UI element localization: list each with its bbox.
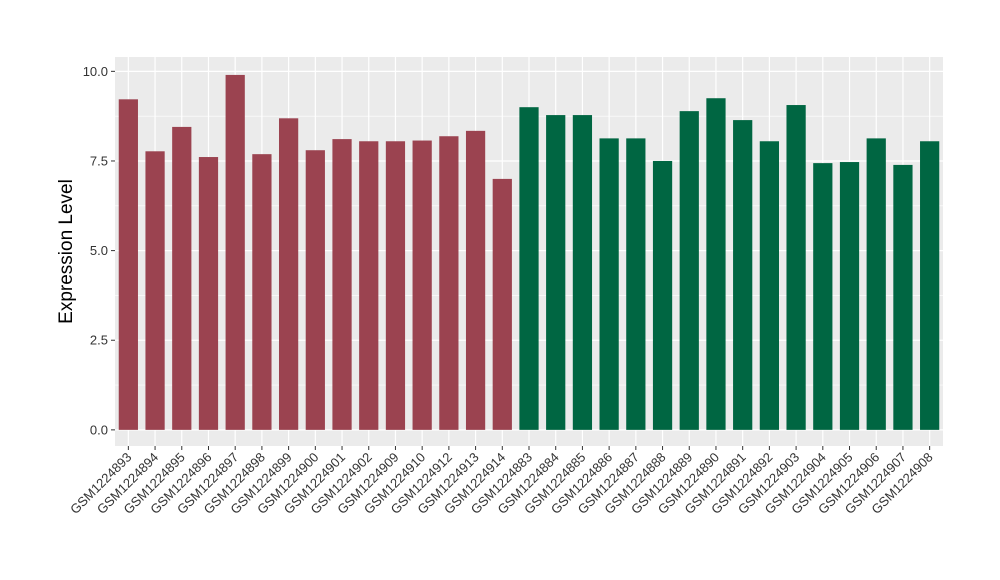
bar-GSM1224890	[706, 98, 726, 430]
bar-GSM1224914	[492, 178, 512, 430]
bar-GSM1224895	[172, 126, 192, 430]
bar-GSM1224904	[813, 163, 833, 430]
bar-GSM1224905	[839, 162, 860, 430]
y-axis-title: Expression Level	[56, 179, 77, 324]
bar-GSM1224901	[332, 139, 352, 430]
bar-GSM1224892	[759, 141, 780, 430]
bar-GSM1224908	[920, 141, 940, 430]
bar-GSM1224886	[599, 138, 619, 430]
bar-GSM1224896	[198, 157, 219, 430]
x-axis: GSM1224893GSM1224894GSM1224895GSM1224896…	[67, 446, 936, 517]
bar-GSM1224894	[145, 151, 165, 430]
y-tick-label: 0.0	[90, 422, 108, 437]
y-axis: 0.0 2.5 5.0 7.5 10.0	[83, 64, 115, 437]
bar-GSM1224900	[305, 150, 325, 430]
bar-GSM1224893	[118, 99, 138, 430]
bar-GSM1224887	[626, 138, 646, 430]
bar-GSM1224898	[252, 154, 272, 430]
bar-GSM1224883	[519, 107, 539, 430]
y-tick-label: 5.0	[90, 243, 108, 258]
bars	[118, 74, 940, 430]
bar-GSM1224888	[652, 160, 673, 430]
y-tick-label: 2.5	[90, 333, 108, 348]
bar-GSM1224885	[572, 115, 593, 430]
bar-GSM1224899	[278, 118, 299, 430]
y-tick-label: 10.0	[83, 64, 108, 79]
bar-GSM1224903	[786, 105, 806, 430]
bar-GSM1224884	[546, 115, 566, 430]
bar-GSM1224891	[733, 120, 753, 430]
bar-GSM1224889	[679, 111, 699, 430]
bar-GSM1224912	[439, 136, 459, 430]
bar-GSM1224909	[385, 141, 406, 430]
bar-GSM1224906	[866, 138, 886, 430]
bar-GSM1224913	[465, 130, 486, 430]
bar-GSM1224897	[225, 74, 245, 430]
y-tick-label: 7.5	[90, 153, 108, 168]
bar-GSM1224907	[893, 164, 913, 430]
bar-GSM1224910	[412, 140, 432, 430]
bar-GSM1224902	[359, 141, 379, 430]
